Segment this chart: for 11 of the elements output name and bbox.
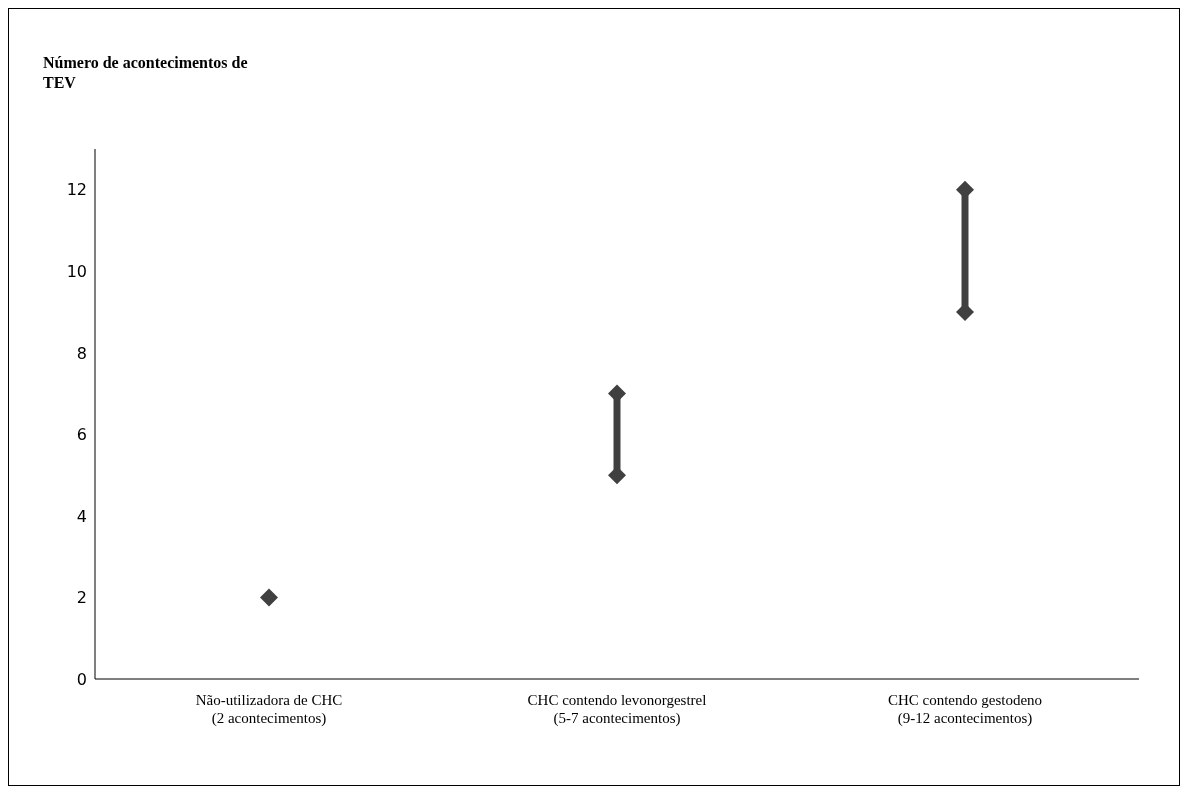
- x-tick-label: CHC contendo levonorgestrel (5-7 acontecimentos): [527, 692, 707, 727]
- y-axis-title: Número de acontecimentos de TEV: [43, 53, 248, 93]
- y-tick-label: 12: [66, 180, 87, 200]
- y-tick-label: 4: [76, 506, 87, 526]
- x-tick-label: Não-utilizadora de CHC (2 acontecimentos): [195, 692, 343, 727]
- x-tick-label: CHC contendo gestodeno (9-12 acontecimentos): [887, 692, 1043, 727]
- y-tick-label: 10: [66, 261, 87, 281]
- y-tick-label: 2: [76, 588, 87, 608]
- y-tick-label: 0: [76, 669, 87, 689]
- y-tick-label: 8: [76, 343, 87, 363]
- y-tick-label: 6: [76, 425, 87, 445]
